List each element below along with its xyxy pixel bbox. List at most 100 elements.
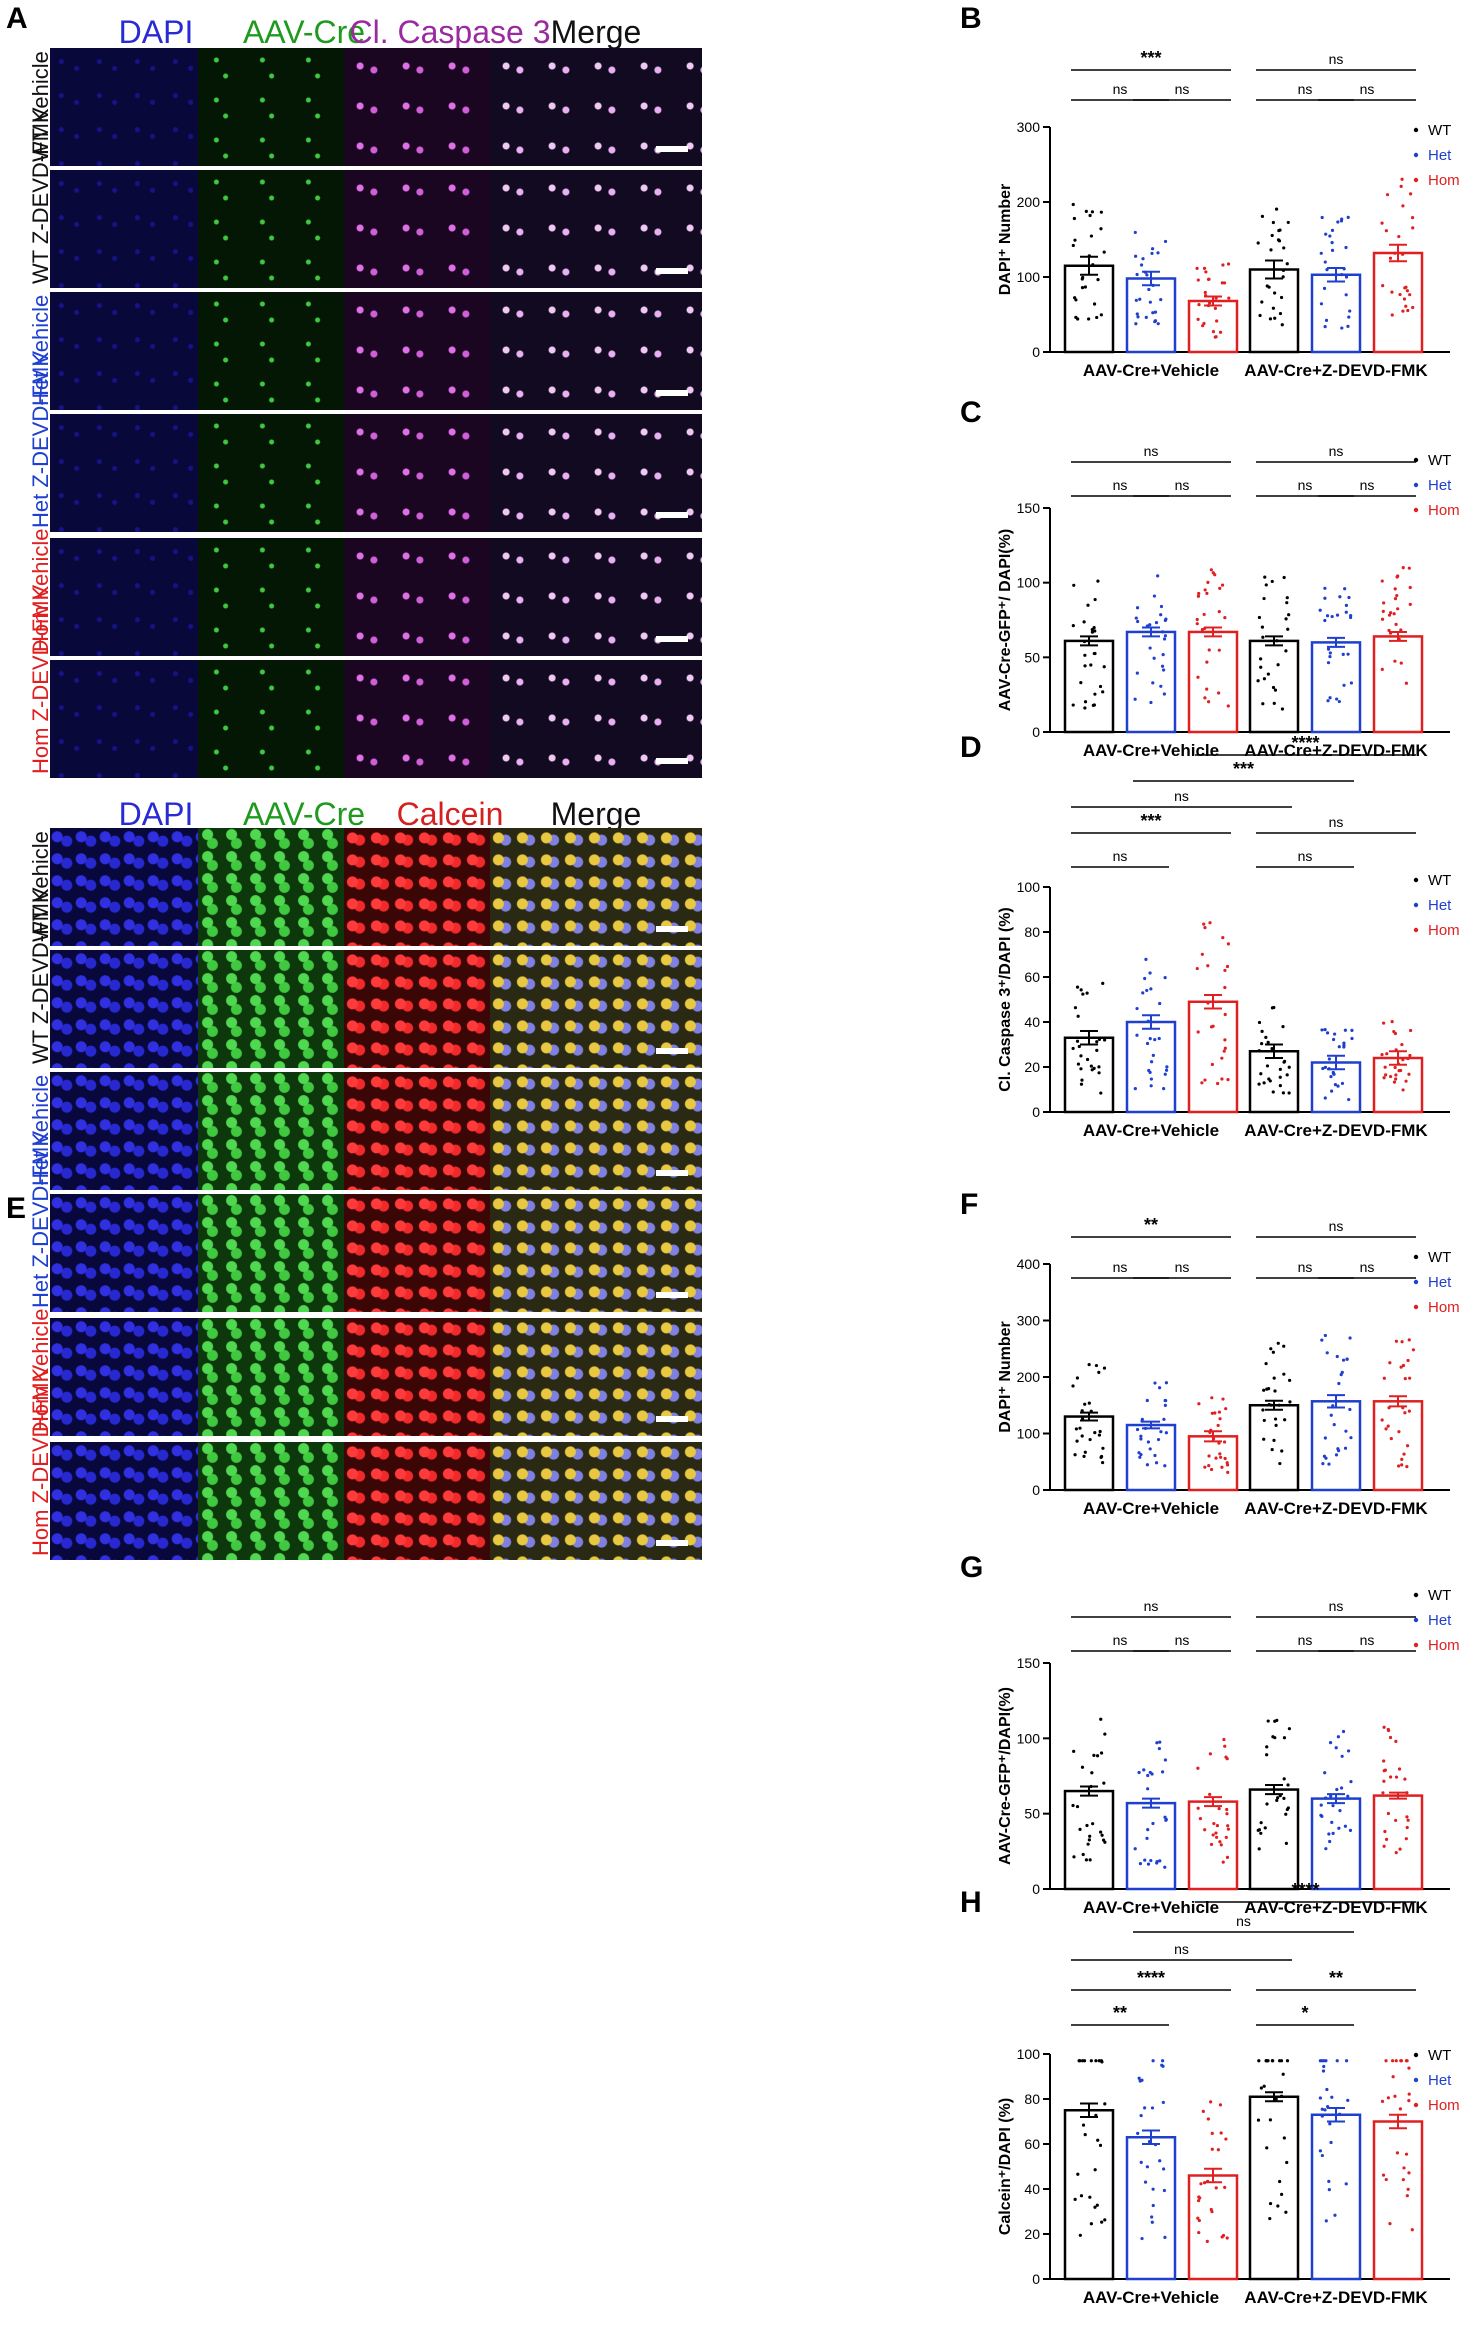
bar [1372,1794,1424,1891]
data-point [1086,603,1090,607]
data-point [1326,647,1331,651]
data-point [1211,1024,1215,1028]
data-point [1162,1417,1166,1421]
y-tick-label: 150 [1017,1655,1041,1671]
data-point [1225,1855,1230,1859]
data-point [1226,942,1231,946]
data-point [1212,1821,1216,1826]
data-point [1071,243,1075,248]
significance-label: ns [1174,1941,1189,1957]
data-point [1152,594,1157,598]
data-point [1155,1741,1159,1745]
data-point [1159,613,1163,617]
data-point [1096,579,1100,583]
data-point [1394,1073,1398,1077]
data-point [1273,688,1278,692]
data-point [1340,217,1344,221]
legend-marker [1413,1617,1419,1623]
data-point [1268,2201,1273,2206]
data-point [1163,1758,1167,1762]
scale-bar [656,268,688,274]
data-point [1381,2173,1386,2177]
data-point [1276,1796,1280,1800]
significance-label: ** [1144,1215,1158,1235]
data-point [1401,309,1405,313]
data-point [1151,2187,1155,2191]
data-point [1265,2146,1269,2150]
data-point [1282,1736,1287,1740]
data-point [1088,1834,1092,1838]
data-point [1396,1464,1401,1468]
data-point [1319,1803,1323,1807]
significance-label: ns [1113,477,1128,493]
data-point [1103,1038,1107,1042]
data-point [1073,1006,1078,1010]
data-point [1144,315,1148,319]
data-point [1153,310,1158,314]
bar [1187,1435,1239,1492]
data-point [1221,1397,1225,1401]
data-point [1275,1798,1279,1803]
data-point [1404,1837,1408,1841]
data-point [1090,627,1094,632]
y-tick-label: 150 [1017,500,1041,516]
data-point [1322,286,1327,290]
data-point [1097,1037,1102,1041]
data-point [1323,1436,1327,1440]
data-point [1135,312,1139,316]
data-point [1215,1824,1220,1828]
data-point [1079,680,1083,685]
data-point [1281,268,1286,272]
data-point [1264,1361,1268,1366]
data-point [1342,683,1346,687]
data-point [1219,1843,1223,1847]
data-point [1404,681,1408,685]
data-point [1329,1075,1333,1079]
data-point [1208,1752,1212,1756]
data-point [1163,1464,1167,1468]
data-point [1135,1006,1139,1011]
data-point [1093,1431,1097,1435]
data-point [1148,1770,1152,1775]
y-tick-label: 60 [1024,2136,1040,2152]
data-point [1408,1053,1412,1058]
data-point [1285,601,1289,605]
data-point [1320,1338,1324,1342]
data-point [1344,293,1348,297]
data-point [1330,228,1335,232]
data-point [1286,627,1290,631]
data-point [1284,649,1288,653]
legend-label: Het [1428,897,1452,914]
data-point [1159,1430,1163,1434]
legend-label: Het [1428,1274,1452,1291]
significance-label: ns [1175,1259,1190,1275]
data-point [1136,2131,1140,2136]
group-label: AAV-Cre+Vehicle [1083,361,1219,380]
data-point [1137,1451,1141,1455]
data-point [1099,227,1103,231]
data-point [1073,1453,1077,1457]
data-point [1083,700,1088,704]
data-point [1221,2233,1226,2238]
data-point [1075,1039,1080,1043]
data-point [1143,1858,1147,1862]
data-point [1223,1456,1227,1461]
data-point [1408,192,1413,196]
data-point [1329,1794,1333,1798]
data-point [1258,657,1263,661]
data-point [1151,2203,1155,2208]
data-point [1225,964,1230,969]
y-tick-label: 0 [1032,1881,1040,1897]
data-point [1079,1082,1084,1086]
scale-bar [656,1416,688,1422]
data-point [1406,1818,1410,1822]
data-point [1285,1073,1289,1077]
data-point [1401,1058,1405,1062]
data-point [1093,597,1097,602]
data-point [1093,2168,1097,2172]
data-point [1393,659,1397,663]
data-point [1219,2131,1223,2135]
data-point [1394,1818,1398,1823]
data-point [1270,1006,1275,1010]
data-point [1408,602,1412,606]
